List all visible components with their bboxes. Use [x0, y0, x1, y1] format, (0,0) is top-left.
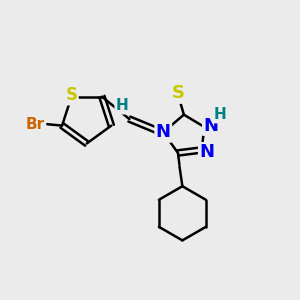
Text: N: N: [203, 117, 218, 135]
Text: S: S: [65, 86, 77, 104]
Text: H: H: [116, 98, 128, 113]
Text: Br: Br: [26, 117, 45, 132]
Text: N: N: [156, 123, 171, 141]
Text: N: N: [199, 143, 214, 161]
Text: H: H: [213, 107, 226, 122]
Text: S: S: [172, 85, 185, 103]
